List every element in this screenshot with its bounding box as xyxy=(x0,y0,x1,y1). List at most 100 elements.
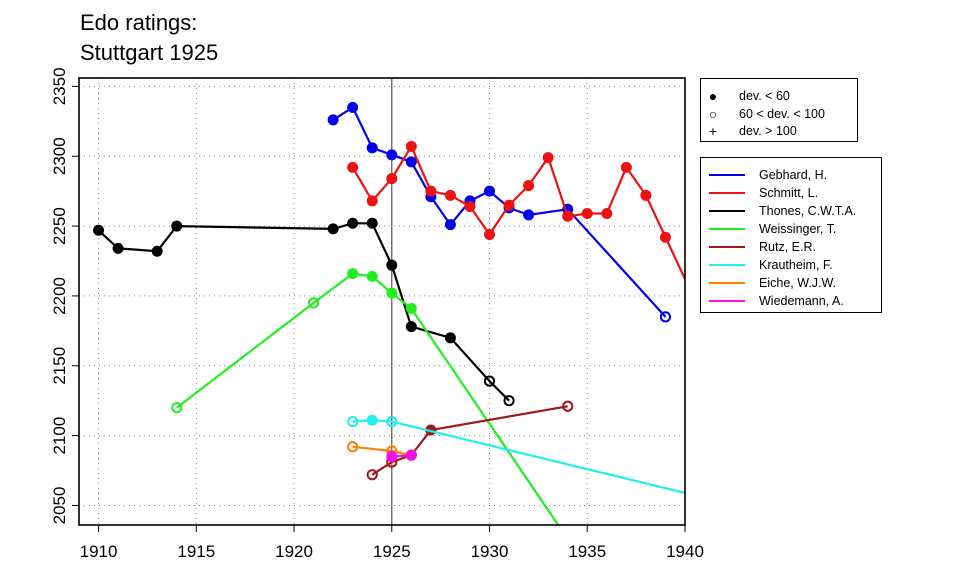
data-point xyxy=(542,152,554,164)
data-point xyxy=(386,451,398,463)
data-point xyxy=(327,114,339,126)
legend-line-swatch xyxy=(709,228,745,230)
data-point xyxy=(640,189,652,201)
data-point xyxy=(366,270,378,282)
legend-series-label: Gebhard, H. xyxy=(759,168,828,182)
data-point xyxy=(425,185,437,197)
data-point xyxy=(366,414,378,426)
plus-icon: + xyxy=(708,123,718,139)
data-point xyxy=(601,207,613,219)
data-point xyxy=(405,302,417,314)
filled-circle-icon: ● xyxy=(708,88,718,104)
data-point xyxy=(581,207,593,219)
data-point xyxy=(464,201,476,213)
legend-marker-row: ○ 60 < dev. < 100 xyxy=(701,105,825,123)
legend-series-label: Krautheim, F. xyxy=(759,258,833,272)
legend-line-swatch xyxy=(709,192,745,194)
data-point xyxy=(327,223,339,235)
data-point xyxy=(366,142,378,154)
data-point xyxy=(386,149,398,161)
legend-series-label: Wiedemann, A. xyxy=(759,294,844,308)
legend-line-swatch xyxy=(709,282,745,284)
data-point xyxy=(347,268,359,280)
data-point xyxy=(405,449,417,461)
legend-series-row: Eiche, W.J.W. xyxy=(701,274,836,292)
x-tick-label: 1935 xyxy=(568,542,606,561)
legend-marker-row: ● dev. < 60 xyxy=(701,87,790,105)
data-point xyxy=(523,209,535,221)
data-point xyxy=(347,416,359,428)
legend-series-row: Gebhard, H. xyxy=(701,166,827,184)
data-point xyxy=(405,140,417,152)
chart-title-line1: Edo ratings: xyxy=(80,10,198,35)
legend-marker-label: 60 < dev. < 100 xyxy=(739,107,825,121)
data-point xyxy=(659,311,672,323)
data-point xyxy=(347,217,359,229)
data-point xyxy=(366,217,378,229)
data-point xyxy=(366,195,378,207)
data-point xyxy=(386,287,398,299)
data-point xyxy=(405,321,417,333)
data-point xyxy=(386,259,398,271)
legend-series-row: Thones, C.W.T.A. xyxy=(701,202,856,220)
open-circle-icon: ○ xyxy=(708,106,718,122)
x-tick-label: 1915 xyxy=(177,542,215,561)
data-point xyxy=(484,228,496,240)
y-tick-label: 2200 xyxy=(50,277,69,315)
data-point xyxy=(171,220,183,232)
data-point xyxy=(347,161,359,173)
data-point xyxy=(659,231,671,243)
y-tick-label: 2300 xyxy=(50,137,69,175)
data-point xyxy=(307,297,320,309)
data-point xyxy=(405,156,417,168)
x-tick-label: 1930 xyxy=(471,542,509,561)
legend-series-label: Schmitt, L. xyxy=(759,186,819,200)
legend-series-label: Thones, C.W.T.A. xyxy=(759,204,857,218)
legend-series-label: Rutz, E.R. xyxy=(759,240,816,254)
series-line xyxy=(352,445,412,457)
legend-line-swatch xyxy=(709,300,745,302)
data-point xyxy=(366,469,378,481)
series-line xyxy=(351,144,685,280)
y-tick-label: 2250 xyxy=(50,207,69,245)
data-point xyxy=(444,219,456,231)
legend-marker-label: dev. < 60 xyxy=(739,89,790,103)
legend-line-swatch xyxy=(709,210,745,212)
data-point xyxy=(503,395,515,407)
data-point xyxy=(386,173,398,185)
data-point xyxy=(523,180,535,192)
data-point xyxy=(171,402,183,414)
series-legend: Gebhard, H. Schmitt, L. Thones, C.W.T.A. We… xyxy=(700,157,882,313)
data-point xyxy=(620,161,632,173)
legend-series-row: Schmitt, L. xyxy=(701,184,818,202)
data-point xyxy=(444,189,456,201)
data-point xyxy=(562,210,574,222)
data-point xyxy=(386,416,398,428)
y-tick-label: 2050 xyxy=(50,487,69,525)
chart-title-line2: Stuttgart 1925 xyxy=(80,40,219,65)
legend-series-row: Krautheim, F. xyxy=(701,256,833,274)
data-point xyxy=(347,101,359,113)
y-tick-label: 2150 xyxy=(50,347,69,385)
data-point xyxy=(151,245,163,257)
legend-line-swatch xyxy=(709,246,745,248)
data-point xyxy=(483,375,496,387)
data-point xyxy=(562,400,574,412)
legend-line-swatch xyxy=(709,174,745,176)
y-tick-label: 2350 xyxy=(50,67,69,105)
data-point xyxy=(112,242,124,254)
plot-frame xyxy=(78,77,686,526)
legend-line-swatch xyxy=(709,264,745,266)
series-line xyxy=(176,272,560,525)
data-point xyxy=(444,332,456,344)
legend-marker-row: + dev. > 100 xyxy=(701,122,797,140)
legend-series-row: Weissinger, T. xyxy=(701,220,836,238)
x-tick-label: 1910 xyxy=(80,542,118,561)
data-point xyxy=(503,199,515,211)
data-point xyxy=(347,441,359,453)
legend-series-label: Eiche, W.J.W. xyxy=(759,276,837,290)
legend-series-label: Weissinger, T. xyxy=(759,222,837,236)
legend-marker-label: dev. > 100 xyxy=(739,124,797,138)
series-line xyxy=(97,222,510,402)
